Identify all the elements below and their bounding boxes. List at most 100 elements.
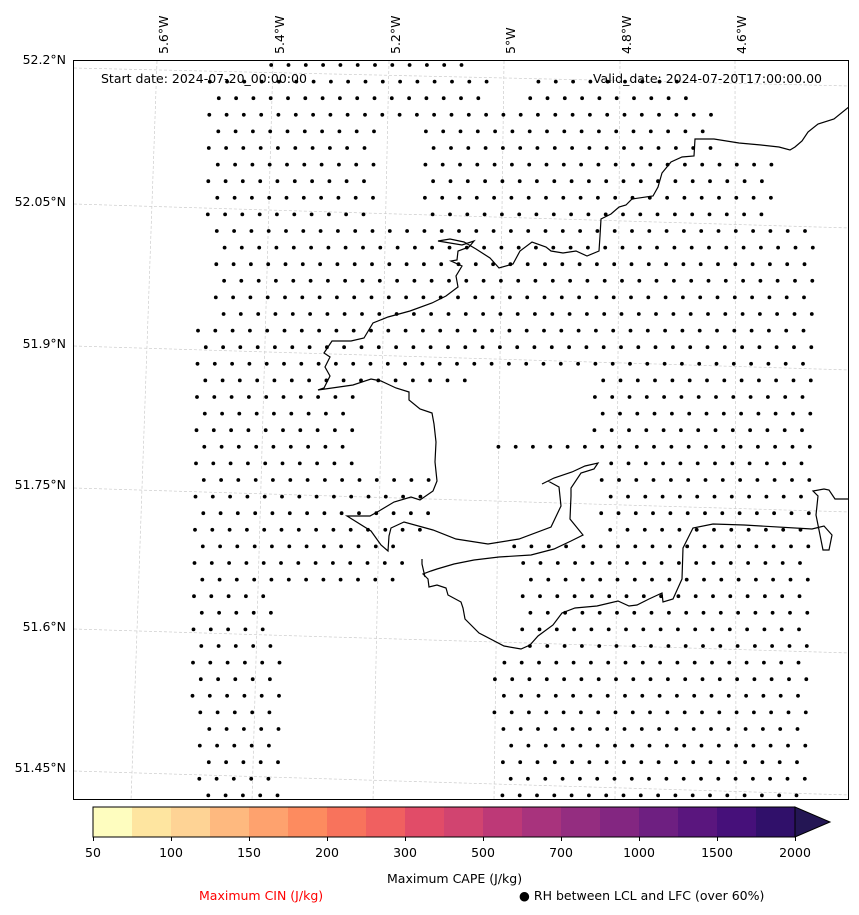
rh-dot xyxy=(199,610,204,615)
rh-dot xyxy=(269,610,273,615)
rh-dot xyxy=(625,561,629,565)
rh-dot xyxy=(798,561,802,565)
rh-dot xyxy=(773,411,778,416)
rh-dot xyxy=(662,361,667,366)
rh-dot xyxy=(608,494,613,499)
rh-dot xyxy=(707,212,712,217)
rh-dot xyxy=(589,627,594,632)
rh-dot xyxy=(528,96,533,101)
rh-dot xyxy=(277,79,281,84)
rh-dot xyxy=(790,444,795,449)
rh-dot xyxy=(635,411,640,416)
rh-dot xyxy=(251,129,255,134)
rh-dot xyxy=(281,428,285,433)
rh-dot xyxy=(745,627,749,632)
rh-dot xyxy=(727,660,732,665)
rh-dot xyxy=(241,146,246,150)
rh-dot xyxy=(576,328,581,333)
rh-dot xyxy=(243,627,248,632)
rh-dot xyxy=(599,511,604,516)
rh-dot xyxy=(734,710,739,715)
rh-dot xyxy=(581,544,586,549)
rh-dot xyxy=(664,229,669,233)
rh-dot xyxy=(801,361,805,366)
rh-dot xyxy=(483,179,487,184)
rh-dot xyxy=(736,577,741,582)
rh-dot xyxy=(718,610,723,615)
rh-dot xyxy=(544,195,548,200)
rh-dot xyxy=(604,179,609,184)
rh-dot xyxy=(611,328,616,333)
rh-dot xyxy=(685,511,690,516)
rh-dot xyxy=(286,96,290,101)
rh-dot xyxy=(424,129,428,134)
rh-dot xyxy=(308,278,313,283)
rh-dot xyxy=(240,179,245,184)
rh-dot xyxy=(749,361,753,366)
rh-dot xyxy=(233,129,238,134)
rh-dot xyxy=(748,428,752,433)
rh-dot xyxy=(292,179,297,184)
rh-dot xyxy=(677,527,682,532)
rh-dot xyxy=(259,79,264,84)
rh-dot xyxy=(250,195,254,200)
rh-dot xyxy=(579,677,584,682)
rh-marker-icon: ● xyxy=(519,888,530,903)
colorbar-cell xyxy=(171,807,211,837)
rh-dot xyxy=(369,328,373,333)
rh-dot xyxy=(758,312,762,316)
rh-dot xyxy=(393,378,398,383)
rh-dot xyxy=(594,295,599,300)
rh-dot xyxy=(357,478,362,482)
rh-dot xyxy=(641,594,646,599)
rh-dot xyxy=(606,627,611,632)
rh-dot xyxy=(700,162,705,167)
rh-dot xyxy=(707,245,711,250)
rh-dot xyxy=(370,262,374,267)
rh-dot xyxy=(626,494,630,499)
rh-dot xyxy=(199,644,204,648)
rh-dot xyxy=(345,112,350,117)
rh-dot xyxy=(647,743,652,748)
rh-dot xyxy=(543,776,548,781)
rh-dot xyxy=(725,793,730,798)
rh-dot xyxy=(238,345,243,350)
rh-dot xyxy=(284,229,288,233)
rh-dot xyxy=(253,478,258,482)
rh-dot xyxy=(546,544,551,549)
rh-dot xyxy=(356,577,360,582)
rh-dot xyxy=(805,577,810,582)
rh-dot xyxy=(230,328,235,333)
rh-dot xyxy=(542,328,546,333)
rh-dot xyxy=(252,577,257,582)
rh-dot xyxy=(770,610,775,615)
rh-dot xyxy=(207,693,212,698)
rh-dot xyxy=(558,361,563,366)
rh-dot xyxy=(481,278,486,283)
rh-dot xyxy=(618,411,622,416)
rh-dot xyxy=(316,361,321,366)
rh-dot xyxy=(428,345,433,350)
rh-dot xyxy=(338,577,343,582)
rh-dot xyxy=(658,660,662,665)
rh-dot xyxy=(455,328,460,333)
rh-dot xyxy=(527,710,531,715)
rh-dot xyxy=(197,743,202,748)
rh-dot xyxy=(389,96,394,101)
rh-dot xyxy=(215,195,220,200)
rh-dot xyxy=(553,112,558,117)
rh-dot xyxy=(799,494,803,499)
rh-dot xyxy=(593,361,598,366)
rh-dot xyxy=(630,710,635,715)
rh-dot xyxy=(720,511,725,516)
rh-dot xyxy=(534,212,539,217)
rh-dot xyxy=(304,577,308,582)
rh-dot xyxy=(258,146,263,150)
rh-dot xyxy=(301,229,306,233)
rh-dot xyxy=(257,212,262,217)
rh-dot xyxy=(772,478,777,482)
rh-dot xyxy=(698,262,703,267)
rh-dot xyxy=(231,262,236,267)
rh-dot xyxy=(237,411,242,416)
rh-dot xyxy=(401,494,405,499)
